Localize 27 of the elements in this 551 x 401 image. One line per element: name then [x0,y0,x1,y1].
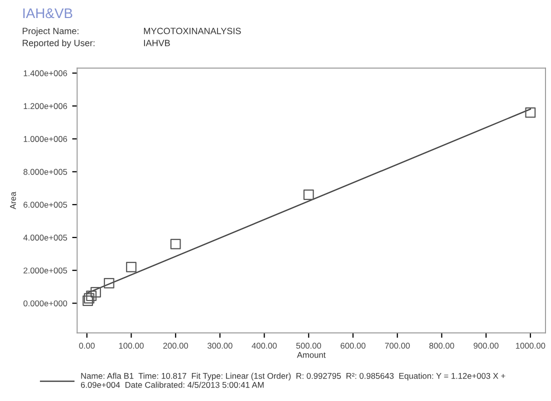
x-tick-label: 600.00 [340,342,366,349]
y-tick-label: 1.400e+006 [24,70,68,76]
x-tick-label: 300.00 [208,342,232,349]
x-tick-label: 1000.00 [516,342,546,349]
x-tick-label: 500.00 [296,342,322,349]
x-tick-label: 200.00 [163,342,188,349]
text: Project Name: [22,28,78,36]
y-tick-label: 8.000e+005 [24,168,68,175]
text: IAHVB [144,40,170,46]
y-tick-label: 0.000e+000 [23,300,68,306]
x-tick-label: 700.00 [385,342,410,349]
chart-title: IAH&VB [23,8,72,18]
x-tick-label: 800.00 [429,342,454,349]
y-tick-label: 6.000e+005 [24,202,68,208]
legend-label: Name: Afla B1 Time: 10.817 Fit Type: Linear (1st Order) R: 0.992795 R²: 0.985643 Equation: Y = 1.12e+003 X + 6.09e+004 Date Calibrated: 4/5/2013 5:00:41 AM [80,372,506,388]
x-tick-label: 0.00 [79,342,95,349]
y-tick-label: 1.000e+006 [24,136,68,142]
y-tick-label: 1.200e+006 [24,103,68,110]
text: Reported by User: [22,40,94,48]
x-axis-title: Amount [296,352,326,358]
y-axis-title: Area [10,192,16,210]
y-tick-label: 4.000e+005 [23,234,68,241]
text: MYCOTOXINANALYSIS [144,28,241,34]
y-tick-label: 2.000e+005 [24,268,68,274]
x-tick-label: 400.00 [252,342,277,349]
x-tick-label: 100.00 [119,342,144,349]
x-tick-label: 900.00 [474,342,498,349]
